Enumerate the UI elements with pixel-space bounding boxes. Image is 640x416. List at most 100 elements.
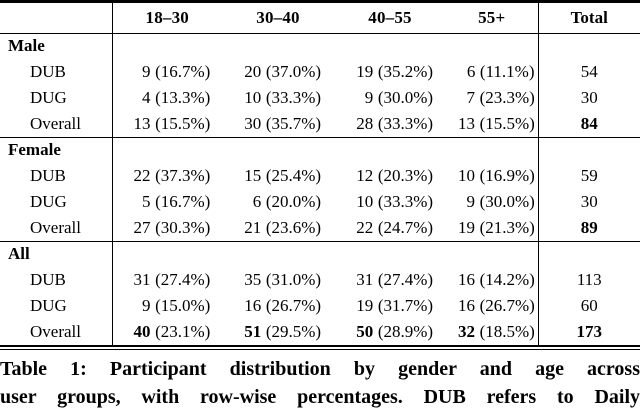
total-cell: 30 bbox=[537, 85, 640, 112]
cell-percent: (27.4%) bbox=[155, 270, 211, 290]
header-row: 18–30 30–40 40–55 55+ Total bbox=[0, 3, 640, 34]
total-cell: 84 bbox=[537, 111, 640, 138]
cell-count: 15 bbox=[244, 166, 262, 186]
cell-percent: (29.5%) bbox=[265, 322, 322, 342]
cell-percent: (20.0%) bbox=[265, 192, 322, 212]
age-cell: 7 (23.3%) bbox=[446, 85, 538, 111]
cell-percent: (27.4%) bbox=[377, 270, 434, 290]
cell-count: 12 bbox=[356, 166, 374, 186]
age-cell: 10 (33.3%) bbox=[222, 85, 334, 111]
age-cell: 20 (37.0%) bbox=[222, 59, 334, 85]
col-header-30-40: 30–40 bbox=[222, 3, 334, 34]
cell-count: 10 bbox=[458, 166, 476, 186]
cell-percent: (15.5%) bbox=[155, 113, 211, 133]
table-row-male-dub: DUB 9 (16.7%) 20 (37.0%) 19 (35.2%) 6 (11.1%… bbox=[0, 59, 640, 86]
section-spacer-total bbox=[537, 240, 640, 268]
age-cell: 22 (24.7%) bbox=[334, 215, 446, 241]
age-cell: 9 (30.0%) bbox=[334, 85, 446, 111]
cell-percent: (30.0%) bbox=[479, 192, 535, 212]
age-cell: 35 (31.0%) bbox=[222, 267, 334, 293]
cell-count: 13 bbox=[458, 113, 476, 133]
age-cell: 15 (25.4%) bbox=[222, 163, 334, 189]
cell-count: 32 bbox=[458, 322, 476, 342]
total-cell: 60 bbox=[537, 293, 640, 320]
section-spacer bbox=[112, 136, 538, 164]
cell-count: 22 bbox=[356, 217, 374, 237]
total-cell: 54 bbox=[537, 59, 640, 86]
cell-count: 21 bbox=[244, 217, 262, 237]
cell-count: 10 bbox=[244, 88, 262, 108]
cell-count: 51 bbox=[244, 322, 262, 342]
cell-percent: (30.3%) bbox=[155, 217, 211, 237]
cell-percent: (33.3%) bbox=[377, 113, 434, 133]
cell-percent: (26.7%) bbox=[479, 296, 535, 316]
cell-percent: (15.5%) bbox=[479, 113, 535, 133]
age-cell: 51 (29.5%) bbox=[222, 319, 334, 345]
cell-count: 9 bbox=[364, 88, 374, 108]
cell-percent: (25.4%) bbox=[265, 166, 322, 186]
cell-percent: (35.7%) bbox=[265, 113, 322, 133]
age-cell: 6 (11.1%) bbox=[446, 59, 538, 85]
cell-percent: (30.0%) bbox=[377, 88, 434, 108]
age-cell: 12 (20.3%) bbox=[334, 163, 446, 189]
cell-percent: (23.1%) bbox=[155, 322, 211, 342]
age-cell: 31 (27.4%) bbox=[112, 267, 222, 293]
cell-count: 16 bbox=[458, 270, 476, 290]
cell-count: 27 bbox=[133, 217, 151, 237]
caption-line-1: Table 1: Participant distribution by gen… bbox=[0, 357, 640, 380]
row-label: DUB bbox=[0, 267, 113, 294]
age-cell: 19 (21.3%) bbox=[446, 215, 538, 241]
section-row-male: Male bbox=[0, 32, 640, 60]
cell-count: 7 bbox=[466, 88, 476, 108]
section-row-female: Female bbox=[0, 136, 640, 164]
cell-percent: (18.5%) bbox=[479, 322, 535, 342]
age-cell: 31 (27.4%) bbox=[334, 267, 446, 293]
cell-count: 9 bbox=[466, 192, 476, 212]
cell-percent: (31.7%) bbox=[377, 296, 434, 316]
age-cell: 16 (26.7%) bbox=[446, 293, 538, 319]
cell-count: 9 bbox=[142, 62, 151, 82]
participant-distribution-table: 18–30 30–40 40–55 55+ Total Male DUB 9 (1… bbox=[0, 3, 640, 346]
total-cell: 89 bbox=[537, 215, 640, 242]
col-header-55plus: 55+ bbox=[446, 3, 538, 34]
cell-count: 19 bbox=[356, 62, 374, 82]
cell-count: 31 bbox=[133, 270, 151, 290]
cell-count: 6 bbox=[252, 192, 262, 212]
age-cell: 9 (15.0%) bbox=[112, 293, 222, 319]
cell-count: 13 bbox=[133, 113, 151, 133]
table-row-male-overall: Overall 13 (15.5%) 30 (35.7%) 28 (33.3%) 13… bbox=[0, 111, 640, 138]
row-label: Overall bbox=[0, 215, 113, 242]
cell-percent: (16.7%) bbox=[155, 192, 211, 212]
age-cell: 50 (28.9%) bbox=[334, 319, 446, 345]
table-row-all-overall: Overall 40 (23.1%) 51 (29.5%) 50 (28.9%) 32… bbox=[0, 319, 640, 346]
cell-percent: (26.7%) bbox=[265, 296, 322, 316]
cell-percent: (20.3%) bbox=[377, 166, 434, 186]
cell-percent: (13.3%) bbox=[155, 88, 211, 108]
cell-count: 10 bbox=[356, 192, 374, 212]
table-row-all-dub: DUB 31 (27.4%) 35 (31.0%) 31 (27.4%) 16 (14.… bbox=[0, 267, 640, 294]
cell-percent: (21.3%) bbox=[479, 217, 535, 237]
header-empty-cell bbox=[0, 3, 113, 34]
cell-percent: (37.0%) bbox=[265, 62, 322, 82]
row-label: Overall bbox=[0, 319, 113, 346]
row-label: Overall bbox=[0, 111, 113, 138]
age-cell: 27 (30.3%) bbox=[112, 215, 222, 241]
table-row-male-dug: DUG 4 (13.3%) 10 (33.3%) 9 (30.0%) 7 (23.3%)… bbox=[0, 85, 640, 112]
cell-count: 6 bbox=[466, 62, 476, 82]
age-cell: 4 (13.3%) bbox=[112, 85, 222, 111]
age-cell: 19 (35.2%) bbox=[334, 59, 446, 85]
age-cell: 40 (23.1%) bbox=[112, 319, 222, 345]
cell-count: 5 bbox=[142, 192, 151, 212]
cell-percent: (33.3%) bbox=[377, 192, 434, 212]
cell-count: 16 bbox=[458, 296, 476, 316]
section-label: Male bbox=[0, 32, 113, 60]
cell-percent: (33.3%) bbox=[265, 88, 322, 108]
cell-percent: (23.6%) bbox=[265, 217, 322, 237]
age-cell: 10 (33.3%) bbox=[334, 189, 446, 215]
cell-percent: (37.3%) bbox=[155, 166, 211, 186]
cell-percent: (28.9%) bbox=[377, 322, 434, 342]
cell-percent: (31.0%) bbox=[265, 270, 322, 290]
table-top-rule bbox=[0, 0, 640, 4]
section-spacer-total bbox=[537, 32, 640, 60]
